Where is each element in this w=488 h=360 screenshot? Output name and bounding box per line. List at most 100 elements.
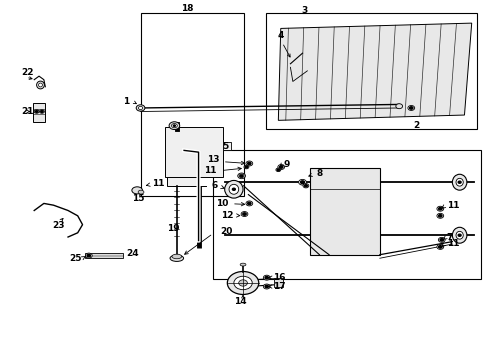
Text: 19: 19 [167, 224, 180, 233]
Bar [164, 127, 223, 177]
Text: 22: 22 [21, 68, 34, 77]
Circle shape [263, 284, 269, 289]
Text: 11: 11 [446, 201, 458, 210]
Bar [223, 141, 231, 150]
Text: 14: 14 [234, 297, 246, 306]
Text: 4: 4 [277, 31, 283, 40]
Text: 3: 3 [301, 5, 307, 14]
Ellipse shape [172, 254, 181, 259]
Text: 1: 1 [123, 98, 129, 107]
Text: 21: 21 [21, 107, 34, 116]
Circle shape [240, 175, 243, 177]
Bar [309, 168, 379, 255]
Text: 13: 13 [206, 156, 219, 165]
Text: 25: 25 [69, 254, 81, 263]
Text: 7: 7 [446, 233, 452, 242]
Ellipse shape [170, 255, 183, 261]
Text: 16: 16 [272, 273, 285, 282]
Ellipse shape [37, 81, 44, 89]
Text: 20: 20 [220, 227, 232, 236]
Circle shape [263, 275, 269, 280]
Circle shape [436, 244, 443, 249]
Circle shape [438, 215, 441, 217]
Circle shape [300, 181, 304, 184]
Circle shape [439, 239, 443, 241]
Ellipse shape [227, 271, 258, 294]
Ellipse shape [228, 184, 238, 194]
Circle shape [264, 285, 268, 288]
Circle shape [304, 185, 307, 187]
Text: 9: 9 [283, 161, 289, 170]
Ellipse shape [224, 180, 243, 198]
Text: 23: 23 [52, 221, 64, 230]
Circle shape [303, 184, 308, 188]
Circle shape [34, 110, 39, 113]
Text: 6: 6 [211, 181, 218, 190]
Ellipse shape [455, 231, 462, 239]
Bar [213, 150, 480, 279]
Ellipse shape [169, 122, 180, 130]
Text: 24: 24 [126, 249, 139, 258]
Text: 2: 2 [412, 121, 418, 130]
Bar [274, 278, 283, 287]
Circle shape [298, 179, 306, 185]
Circle shape [436, 206, 443, 211]
Ellipse shape [451, 174, 466, 190]
Text: 11: 11 [446, 239, 458, 248]
Circle shape [438, 207, 441, 210]
Circle shape [409, 107, 412, 109]
Ellipse shape [138, 190, 143, 194]
Circle shape [456, 180, 462, 184]
Circle shape [277, 169, 279, 171]
Circle shape [436, 213, 443, 218]
Ellipse shape [237, 173, 245, 179]
Circle shape [87, 254, 90, 257]
Text: 17: 17 [272, 282, 285, 291]
Text: 15: 15 [132, 194, 144, 203]
Ellipse shape [238, 280, 247, 286]
Circle shape [239, 174, 244, 177]
Circle shape [457, 234, 460, 236]
Circle shape [277, 165, 284, 170]
Ellipse shape [451, 227, 466, 243]
Circle shape [245, 201, 252, 206]
Circle shape [41, 111, 43, 112]
Ellipse shape [455, 178, 462, 186]
Circle shape [172, 124, 176, 127]
Circle shape [230, 187, 236, 192]
Circle shape [244, 166, 247, 168]
Circle shape [173, 125, 175, 126]
Circle shape [275, 168, 280, 172]
Circle shape [247, 202, 250, 205]
Circle shape [456, 233, 462, 237]
Polygon shape [278, 23, 471, 120]
Bar [167, 177, 199, 186]
Circle shape [35, 111, 38, 112]
Circle shape [264, 276, 268, 279]
Circle shape [85, 253, 92, 258]
Text: 8: 8 [315, 169, 322, 178]
Text: 11: 11 [151, 180, 164, 189]
Circle shape [244, 165, 248, 169]
Circle shape [245, 161, 252, 166]
Circle shape [407, 105, 414, 111]
Text: 18: 18 [181, 4, 194, 13]
Circle shape [438, 246, 441, 248]
Text: 12: 12 [221, 211, 233, 220]
Ellipse shape [171, 123, 177, 128]
Bar [140, 13, 244, 196]
Circle shape [232, 188, 235, 190]
Bar [85, 253, 122, 258]
Ellipse shape [138, 106, 142, 109]
Circle shape [437, 237, 444, 242]
Ellipse shape [240, 263, 245, 266]
Bar [33, 103, 45, 122]
Ellipse shape [233, 276, 252, 290]
Circle shape [247, 162, 250, 165]
Circle shape [279, 166, 283, 168]
Circle shape [241, 212, 247, 216]
Text: 5: 5 [222, 141, 228, 150]
Circle shape [243, 213, 245, 215]
Text: 10: 10 [216, 199, 228, 208]
Circle shape [457, 181, 460, 183]
